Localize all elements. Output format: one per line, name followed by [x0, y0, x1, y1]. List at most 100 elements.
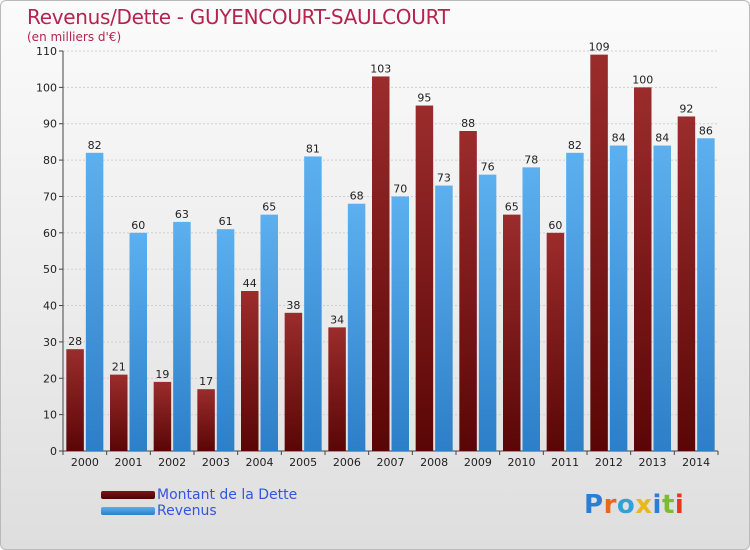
- y-tick-label: 0: [50, 445, 57, 458]
- legend-swatch-revenus: [101, 507, 155, 515]
- data-label: 76: [481, 161, 495, 174]
- chart-title: Revenus/Dette - GUYENCOURT-SAULCOURT: [27, 5, 450, 29]
- data-label: 28: [68, 335, 82, 348]
- y-tick-label: 90: [43, 118, 57, 131]
- data-label: 95: [417, 92, 431, 105]
- bar-revenus: [260, 214, 278, 451]
- label-layer: 28 82 21 60 19 63 17 61 44 65 38 81 34 68 103 70 95 73 88 7…: [68, 41, 713, 389]
- bar-revenus: [391, 196, 409, 451]
- x-tick-label: 2000: [71, 456, 99, 469]
- legend: Montant de la Dette Revenus: [101, 487, 297, 519]
- bar-revenus: [173, 221, 191, 451]
- bar-revenus: [653, 145, 671, 451]
- data-label: 60: [548, 219, 562, 232]
- x-tick-label: 2005: [289, 456, 317, 469]
- bar-revenus: [566, 152, 584, 451]
- y-tick-label: 70: [43, 190, 57, 203]
- bar-revenus: [347, 203, 366, 451]
- y-tick-label: 30: [43, 336, 57, 349]
- data-label: 73: [437, 172, 451, 185]
- legend-label-revenus: Revenus: [157, 503, 217, 519]
- bar-revenus: [129, 232, 147, 451]
- bar-dette: [459, 131, 477, 451]
- data-label: 65: [262, 201, 276, 214]
- bar-revenus: [609, 145, 628, 451]
- y-tick-label: 110: [36, 45, 57, 58]
- bar-dette: [197, 389, 215, 451]
- y-tick-label: 20: [43, 372, 57, 385]
- data-label: 38: [286, 299, 300, 312]
- bar-dette: [415, 105, 434, 451]
- x-tick-label: 2002: [158, 456, 186, 469]
- y-tick-label: 100: [36, 81, 57, 94]
- bar-dette: [590, 54, 608, 452]
- data-label: 88: [461, 117, 475, 130]
- data-label: 17: [199, 375, 213, 388]
- data-label: 81: [306, 142, 320, 155]
- data-label: 82: [88, 139, 102, 152]
- legend-swatch-dette: [101, 491, 155, 499]
- data-label: 84: [612, 132, 626, 145]
- data-label: 65: [505, 201, 519, 214]
- data-label: 84: [655, 132, 669, 145]
- y-tick-label: 50: [43, 263, 57, 276]
- x-tick-label: 2013: [639, 456, 667, 469]
- x-tick-label: 2006: [333, 456, 361, 469]
- y-tick-label: 80: [43, 154, 57, 167]
- logo-letter: i: [674, 490, 685, 520]
- bar-layer: [66, 54, 715, 452]
- x-tick-label: 2008: [420, 456, 448, 469]
- bar-dette: [328, 327, 346, 451]
- bar-dette: [110, 374, 128, 451]
- x-tick-label: 2003: [202, 456, 230, 469]
- data-label: 19: [155, 368, 169, 381]
- logo-letter: i: [652, 490, 662, 520]
- y-tick-label: 40: [43, 300, 57, 313]
- logo-letter: r: [603, 490, 617, 520]
- y-tick-label: 10: [43, 409, 57, 422]
- x-tick-label: 2001: [115, 456, 143, 469]
- bar-revenus: [478, 174, 497, 452]
- data-label: 86: [699, 124, 713, 137]
- bar-revenus: [697, 138, 715, 452]
- axis-layer: 0 10 20 30 40 50 60 70 80 90 100 110 2000 2001 2002 200…: [36, 45, 719, 469]
- bar-dette: [546, 232, 565, 451]
- bar-revenus: [435, 185, 453, 451]
- bar-dette: [66, 349, 84, 451]
- legend-item-dette: Montant de la Dette: [101, 487, 297, 503]
- logo-letter: P: [584, 490, 604, 520]
- x-tick-label: 2009: [464, 456, 492, 469]
- x-tick-label: 2011: [551, 456, 579, 469]
- bar-dette: [241, 291, 259, 451]
- data-label: 70: [393, 182, 407, 195]
- x-tick-label: 2010: [508, 456, 536, 469]
- bar-dette: [503, 214, 521, 451]
- legend-item-revenus: Revenus: [101, 503, 297, 519]
- data-label: 109: [589, 41, 610, 54]
- data-label: 92: [679, 102, 693, 115]
- x-tick-label: 2014: [682, 456, 710, 469]
- data-label: 34: [330, 313, 344, 326]
- logo-letter: t: [661, 490, 675, 520]
- x-tick-label: 2004: [246, 456, 274, 469]
- data-label: 100: [632, 73, 653, 86]
- bar-dette: [372, 76, 390, 452]
- data-label: 82: [568, 139, 582, 152]
- data-label: 68: [350, 190, 364, 203]
- data-label: 44: [243, 277, 257, 290]
- bar-revenus: [304, 156, 322, 452]
- y-tick-label: 60: [43, 227, 57, 240]
- bar-dette: [634, 87, 652, 451]
- data-label: 78: [524, 153, 538, 166]
- bar-revenus: [522, 167, 540, 451]
- data-label: 61: [219, 215, 233, 228]
- bar-revenus: [216, 229, 235, 451]
- x-tick-label: 2012: [595, 456, 623, 469]
- bar-dette: [153, 381, 172, 451]
- bar-revenus: [85, 152, 104, 451]
- data-label: 60: [131, 219, 145, 232]
- logo-letter: o: [616, 490, 636, 520]
- logo-letter: x: [635, 490, 653, 520]
- legend-label-dette: Montant de la Dette: [157, 487, 298, 503]
